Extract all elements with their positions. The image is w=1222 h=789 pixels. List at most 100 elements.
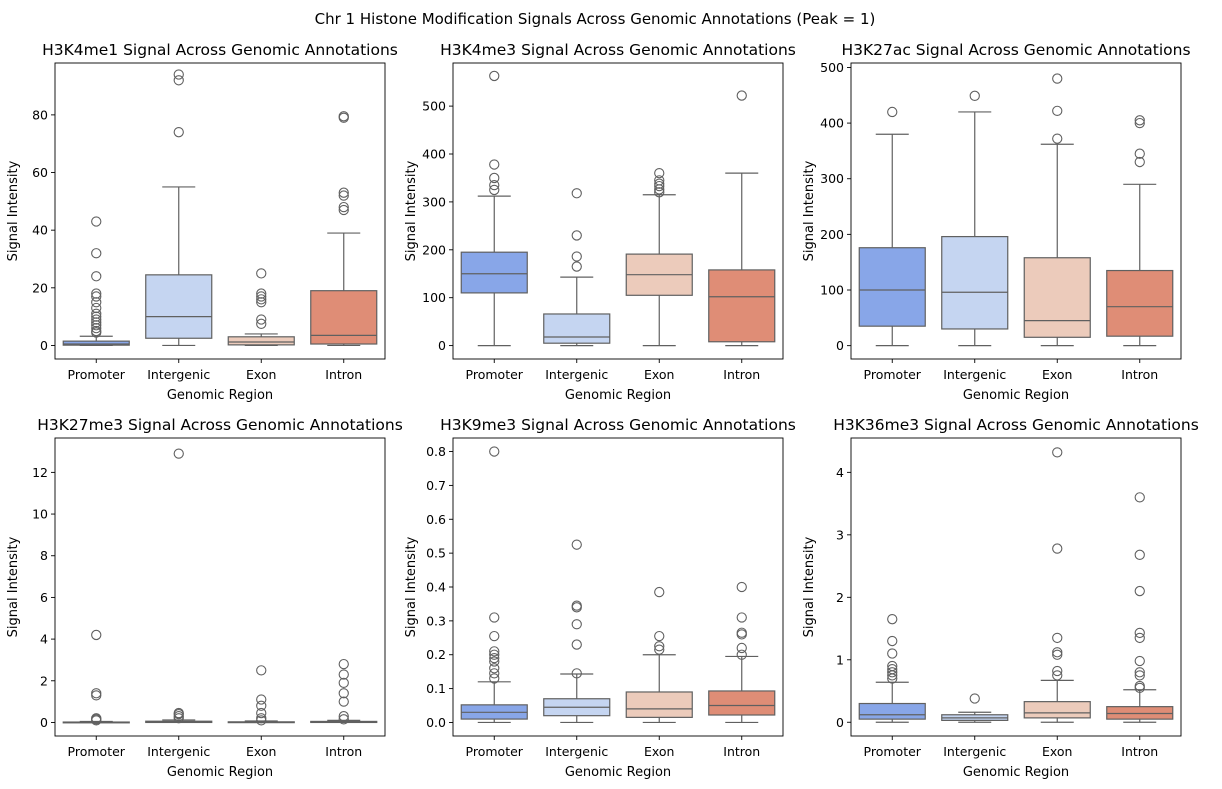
box-exon	[625, 586, 693, 724]
outlier-point	[887, 667, 898, 678]
outlier-point	[1134, 627, 1145, 639]
y-tick-label: 0.2	[426, 647, 446, 662]
x-tick-label: Intergenic	[147, 744, 210, 759]
y-tick-label: 40	[32, 223, 48, 238]
x-tick-label: Intergenic	[943, 367, 1006, 382]
x-tick-label: Intergenic	[147, 367, 210, 382]
outlier-point	[338, 111, 349, 122]
y-tick-label: 12	[32, 465, 48, 480]
box-promoter	[858, 614, 926, 723]
y-tick-label: 3	[836, 527, 844, 542]
axes-frame	[452, 437, 784, 737]
x-tick-label: Exon	[644, 367, 674, 382]
outlier-point	[173, 69, 184, 80]
outlier-point	[489, 612, 500, 623]
y-tick-label: 100	[422, 290, 446, 305]
outlier-point	[256, 314, 267, 325]
outlier-point	[338, 204, 349, 216]
outlier-point	[489, 656, 500, 667]
subplot-title: H3K27me3 Signal Across Genomic Annotatio…	[37, 416, 403, 434]
outlier-point	[173, 448, 184, 459]
outlier-point	[91, 320, 102, 331]
subplot-2: H3K4me3 Signal Across Genomic Annotation…	[404, 41, 796, 403]
outlier-point	[338, 696, 349, 707]
outlier-point	[256, 288, 267, 299]
outlier-point	[338, 677, 349, 689]
y-axis-label: Signal Intensity	[802, 160, 817, 261]
box-intron	[1106, 492, 1174, 723]
iqr-box	[708, 269, 776, 343]
x-tick-label: Exon	[1042, 367, 1072, 382]
y-tick-label: 4	[40, 632, 48, 647]
y-axis-label: Signal Intensity	[6, 536, 21, 637]
outlier-point	[1134, 655, 1145, 667]
subplot-title: H3K4me1 Signal Across Genomic Annotation…	[42, 41, 398, 59]
x-axis-label: Genomic Region	[565, 388, 671, 403]
x-tick-label: Intron	[723, 367, 760, 382]
outlier-point	[489, 70, 500, 82]
outlier-point	[1134, 585, 1145, 597]
outlier-point	[1052, 665, 1063, 677]
outlier-point	[1052, 649, 1063, 660]
outlier-point	[969, 693, 980, 704]
outlier-point	[1134, 680, 1145, 692]
iqr-box	[1106, 269, 1174, 337]
iqr-box	[460, 251, 528, 294]
iqr-box	[1023, 701, 1091, 719]
outlier-point	[338, 714, 349, 725]
y-axis-label: Signal Intensity	[802, 536, 817, 637]
y-tick-label: 500	[422, 99, 446, 114]
box-intron	[708, 581, 776, 724]
box-promoter	[858, 106, 926, 347]
outlier-point	[256, 700, 267, 711]
iqr-box	[62, 340, 130, 346]
outlier-point	[91, 308, 102, 319]
outlier-point	[887, 106, 898, 118]
y-tick-label: 1	[836, 652, 844, 667]
y-tick-label: 200	[820, 227, 844, 242]
box-intron	[310, 111, 378, 347]
outlier-point	[489, 446, 500, 457]
outlier-point	[91, 302, 102, 314]
x-tick-label: Exon	[246, 367, 276, 382]
outlier-point	[489, 663, 500, 674]
outlier-point	[256, 707, 267, 719]
subplot-6: H3K36me3 Signal Across Genomic Annotatio…	[802, 416, 1199, 780]
box-intron	[310, 658, 378, 725]
iqr-box	[1023, 257, 1091, 338]
box-intron	[708, 90, 776, 347]
y-tick-label: 500	[820, 60, 844, 75]
y-tick-label: 0	[40, 338, 48, 353]
y-tick-label: 0	[836, 715, 844, 730]
y-tick-label: 100	[820, 283, 844, 298]
outlier-point	[654, 168, 665, 179]
x-tick-label: Promoter	[864, 744, 922, 759]
outlier-point	[91, 314, 102, 325]
outlier-point	[654, 180, 665, 192]
y-tick-label: 0.7	[426, 478, 446, 493]
outlier-point	[91, 271, 102, 282]
y-tick-label: 0.4	[426, 580, 446, 595]
x-axis-label: Genomic Region	[565, 765, 671, 780]
outlier-point	[887, 614, 898, 625]
x-tick-label: Promoter	[68, 744, 126, 759]
outlier-point	[1052, 105, 1063, 116]
outlier-point	[736, 642, 747, 654]
y-tick-label: 80	[32, 107, 48, 122]
y-tick-label: 60	[32, 165, 48, 180]
outlier-point	[256, 268, 267, 279]
subplot-title: H3K9me3 Signal Across Genomic Annotation…	[440, 416, 796, 434]
outlier-point	[489, 646, 500, 657]
outlier-point	[489, 159, 500, 170]
outlier-point	[1052, 447, 1063, 458]
iqr-box	[858, 247, 926, 327]
outlier-point	[736, 581, 747, 593]
outlier-point	[256, 291, 267, 302]
outlier-point	[91, 325, 102, 337]
iqr-box	[941, 235, 1009, 330]
outlier-point	[1052, 670, 1063, 681]
iqr-box	[625, 691, 693, 718]
iqr-box	[310, 290, 378, 345]
outlier-point	[256, 297, 267, 308]
box-promoter	[460, 446, 528, 724]
